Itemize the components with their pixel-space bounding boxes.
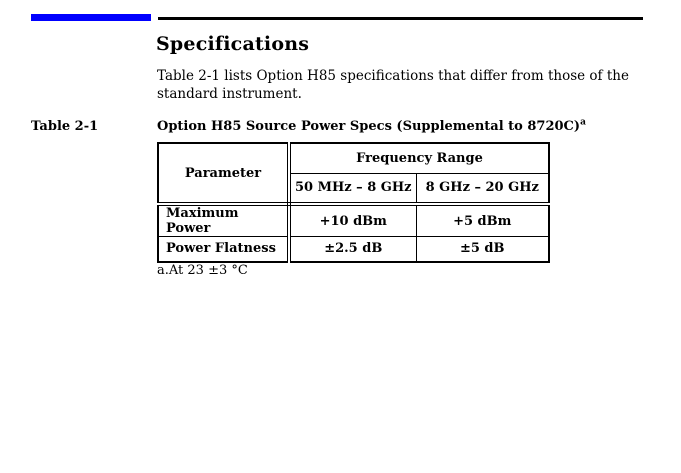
page-title: Specifications <box>156 33 310 55</box>
row-value-low-band: ±2.5 dB <box>288 236 417 262</box>
table-header-parameter: Parameter <box>157 142 291 206</box>
accent-bar <box>31 14 151 21</box>
table-header-band-low: 50 MHz – 8 GHz <box>288 172 417 206</box>
table-title-footnote-marker: a <box>580 117 586 128</box>
row-value-low-band: +10 dBm <box>288 203 417 237</box>
table-footnote: a.At 23 ±3 °C <box>157 263 248 278</box>
row-parameter-label: Maximum Power <box>157 203 291 237</box>
row-value-high-band: +5 dBm <box>415 203 550 237</box>
table-label: Table 2-1 <box>31 119 99 134</box>
table-header-group-row: Parameter Frequency Range <box>157 142 550 206</box>
table-title-text: Option H85 Source Power Specs (Supplemen… <box>157 119 581 134</box>
table-row: Maximum Power +10 dBm +5 dBm <box>157 203 550 237</box>
table-header-band-high: 8 GHz – 20 GHz <box>415 172 550 206</box>
table-header-columns-row: 50 MHz – 8 GHz 8 GHz – 20 GHz <box>158 172 550 206</box>
row-parameter-label: Power Flatness <box>157 236 291 262</box>
header-rule <box>158 17 643 20</box>
table-header-frequency-range: Frequency Range <box>288 142 550 174</box>
table-row: Power Flatness ±2.5 dB ±5 dB <box>157 236 550 262</box>
row-value-high-band: ±5 dB <box>415 236 550 262</box>
intro-paragraph: Table 2-1 lists Option H85 specification… <box>157 68 629 102</box>
table-title: Option H85 Source Power Specs (Supplemen… <box>157 117 586 134</box>
spec-table: Parameter Frequency Range 50 MHz – 8 GHz… <box>157 142 550 263</box>
